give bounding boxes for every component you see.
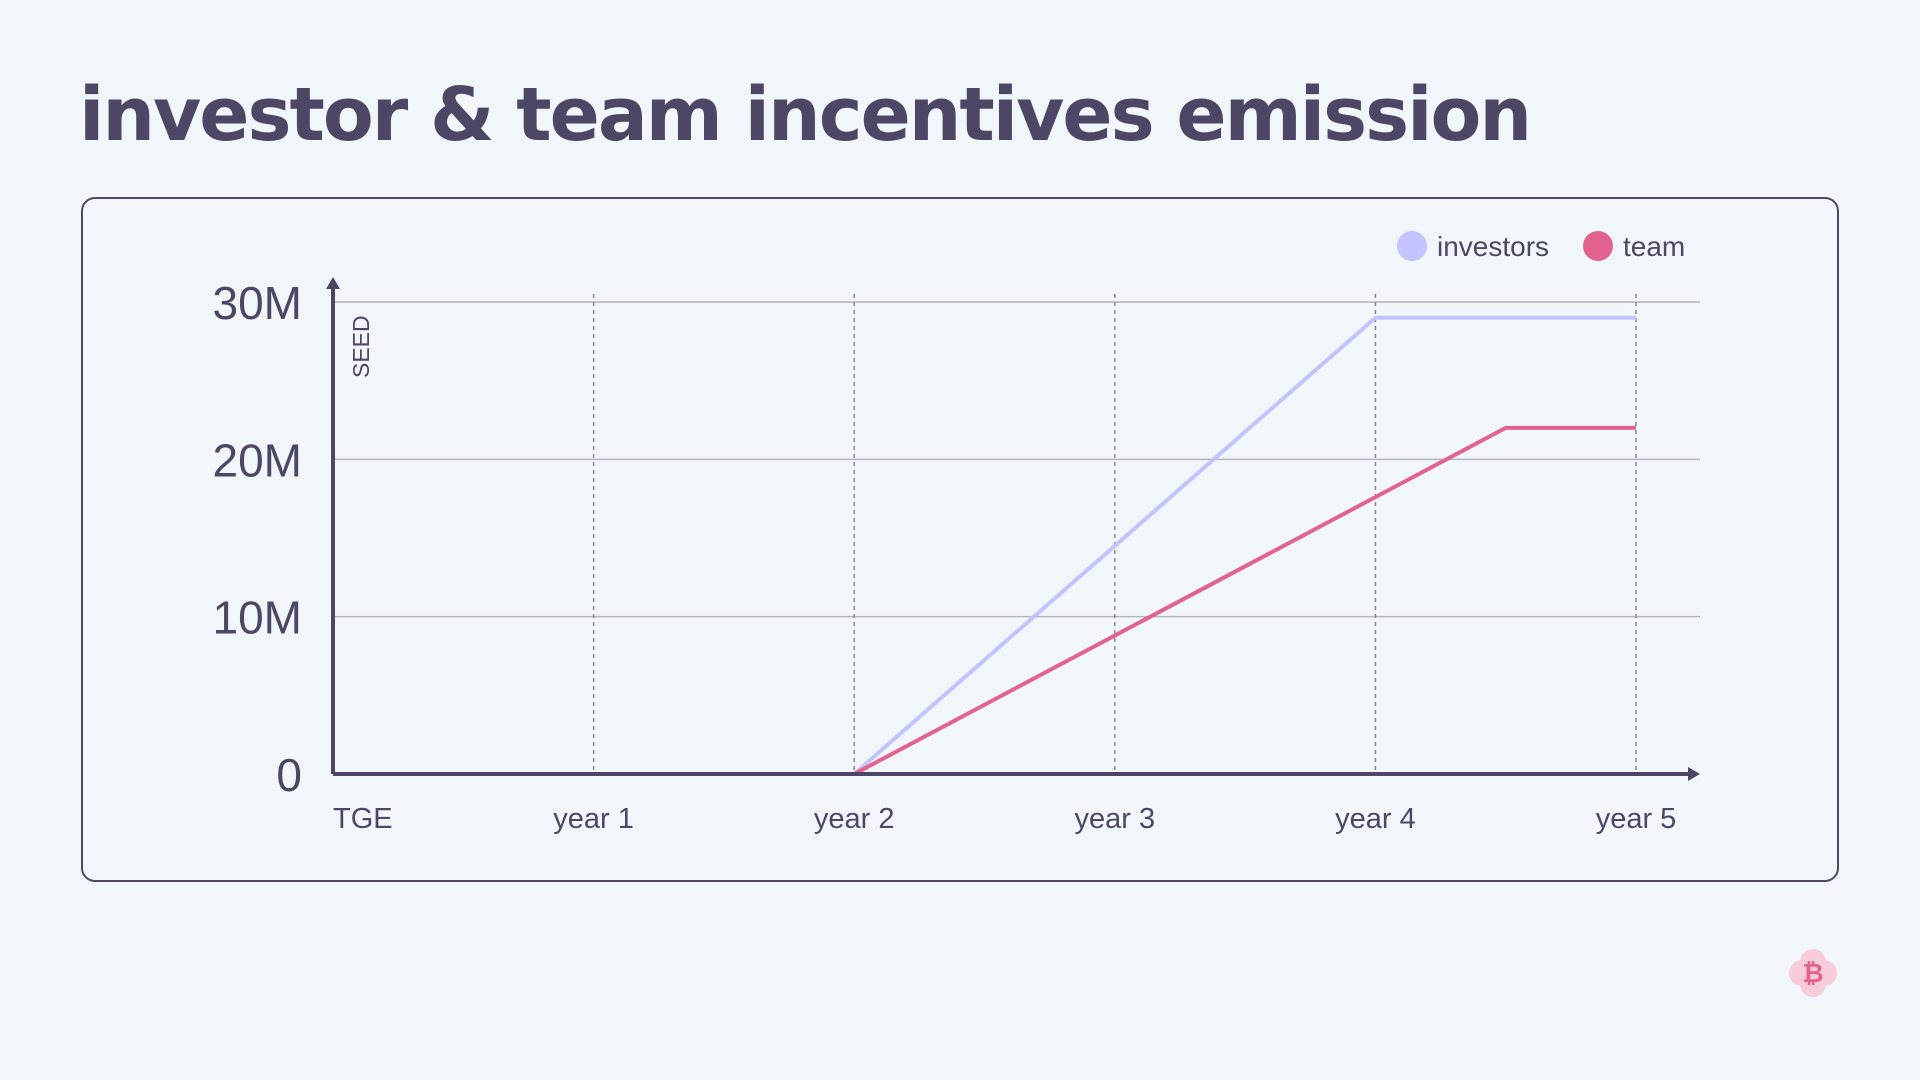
x-tick-label: TGE: [333, 803, 393, 835]
page-title: investor & team incentives emission: [79, 72, 1532, 158]
series-line-team: [333, 425, 1636, 776]
legend-label: team: [1623, 231, 1685, 262]
x-tick-label: year 5: [1596, 803, 1677, 835]
legend-marker-investors: [1397, 231, 1427, 261]
y-axis-arrow: [326, 277, 340, 289]
x-tick-label: year 1: [553, 803, 634, 835]
chart-card: [81, 197, 1839, 882]
logo-badge: [1789, 949, 1837, 997]
x-axis-arrow: [1688, 767, 1700, 781]
x-tick-label: year 2: [814, 803, 895, 835]
bitcoin-icon: ₿: [1802, 959, 1823, 989]
x-tick-label: year 3: [1074, 803, 1155, 835]
legend-label: investors: [1437, 231, 1549, 262]
y-tick-label: 10M: [213, 592, 302, 644]
y-tick-label: 30M: [213, 277, 302, 329]
y-axis-label: SEED: [348, 315, 374, 378]
legend-marker-team: [1583, 231, 1613, 261]
y-tick-label: 0: [276, 749, 302, 801]
logo: ₿: [1789, 949, 1837, 997]
x-tick-label: year 4: [1335, 803, 1416, 835]
y-tick-label: 20M: [213, 434, 302, 486]
